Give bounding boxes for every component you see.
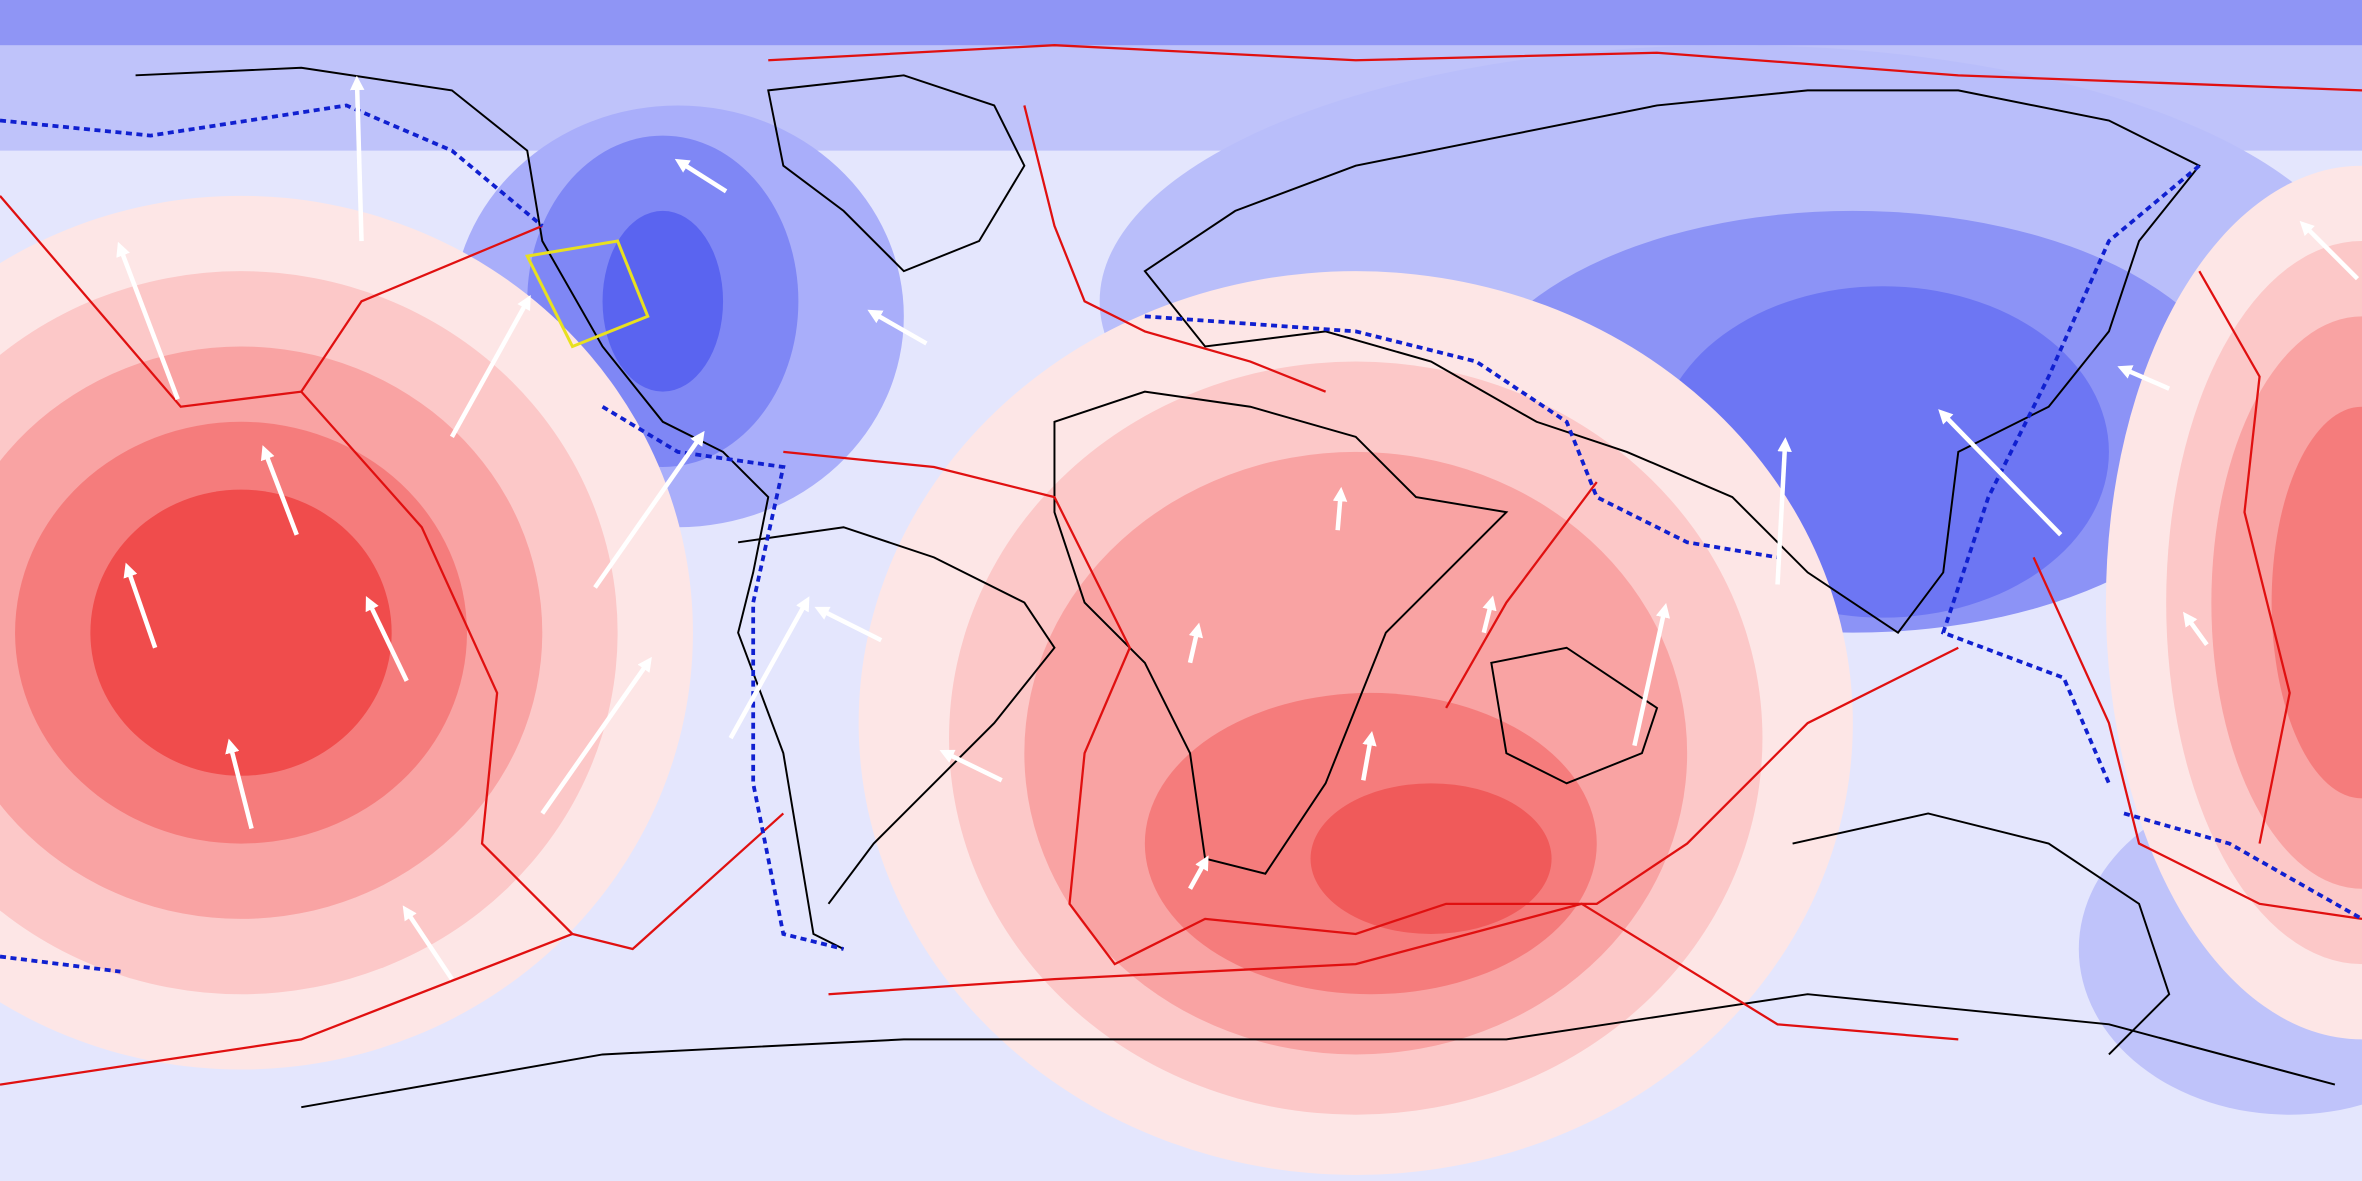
plate-boundary [783,450,1959,966]
subduction-zone [1144,314,1778,560]
subduction-zone [0,103,544,228]
velocity-arrows [116,75,2360,981]
arrow [2117,365,2171,391]
high [1310,783,1552,934]
arrow [2183,611,2209,647]
arrow [365,596,409,682]
arrow [1481,595,1497,634]
coastline [1143,89,2201,635]
coastline [301,993,2336,1109]
coastlines [135,66,2336,1109]
region-outline [524,239,650,349]
arrow [1187,622,1204,664]
arrow [225,738,254,830]
arrow [540,656,652,815]
arrow [1332,486,1348,531]
high [2271,406,2362,799]
plate-boundary [300,224,543,393]
coastline [1490,646,1659,785]
plate-boundary [2032,556,2362,921]
plate-boundary [768,44,2362,92]
subduction-zones [0,103,2362,974]
arrow [402,905,454,981]
arrow [2299,220,2360,281]
arrow [260,445,299,536]
arrow [116,241,180,400]
coastline [135,66,845,950]
plate-boundary [1023,105,1327,393]
coastline [1792,812,2171,1056]
plate-boundaries [0,44,2362,1086]
arrow [939,749,1003,783]
arrow [349,75,365,242]
coastline [767,74,1026,273]
arrow [814,606,883,643]
plate-boundary [0,195,785,951]
plate-boundary [0,932,573,1086]
subduction-zone [2123,811,2362,921]
arrow [1938,409,2063,537]
coastline [737,526,1056,905]
arrow [1632,603,1671,747]
plate-boundary [1445,481,1598,709]
coastline [1053,390,1509,875]
arrow [1188,855,1209,890]
low [602,210,724,392]
arrow [593,430,705,589]
arrow [123,562,158,649]
subduction-zone [601,405,845,951]
arrow [1775,437,1792,585]
arrow [449,294,531,438]
subduction-zone [1940,164,2201,785]
plate-boundary [2198,270,2291,844]
plate-boundary [828,902,1959,1041]
arrow [674,158,728,194]
arrow [728,596,810,740]
arrow [867,309,928,346]
high [90,489,392,776]
arrow [1361,731,1377,781]
